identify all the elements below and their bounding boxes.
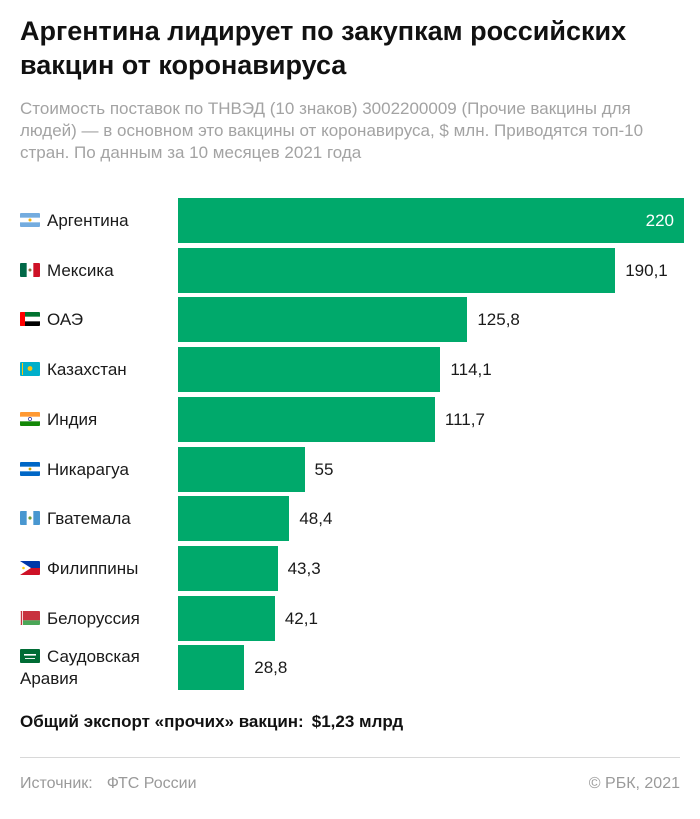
category-name: Филиппины bbox=[47, 559, 139, 578]
flag-nicaragua-icon bbox=[20, 462, 40, 476]
category-name: Казахстан bbox=[47, 360, 127, 379]
value-label: 42,1 bbox=[284, 609, 318, 628]
flag-guatemala-icon bbox=[20, 511, 40, 525]
bar bbox=[178, 248, 616, 293]
chart-subtitle: Стоимость поставок по ТНВЭД (10 знаков) … bbox=[20, 99, 644, 162]
flag-uae-icon bbox=[20, 312, 40, 326]
category-name: Белоруссия bbox=[47, 609, 140, 628]
value-label: 114,1 bbox=[450, 360, 492, 379]
flag-saudi-arabia-icon bbox=[20, 649, 40, 663]
value-label: 48,4 bbox=[299, 509, 333, 528]
flag-belarus-icon bbox=[20, 611, 40, 625]
flag-argentina-icon bbox=[20, 213, 40, 227]
chart-title: Аргентина лидирует по закупкам российски… bbox=[20, 16, 627, 80]
total-export-label: Общий экспорт «прочих» вакцин: bbox=[20, 712, 304, 731]
chart-row: Казахстан 114,1 bbox=[0, 347, 700, 397]
category-label: Филиппины bbox=[20, 558, 170, 580]
chart-row: ОАЭ 125,8 bbox=[0, 297, 700, 347]
value-label: 55 bbox=[314, 460, 334, 479]
bar bbox=[178, 297, 468, 342]
chart-row: Никарагуа 55 bbox=[0, 447, 700, 497]
total-export-value: $1,23 млрд bbox=[311, 712, 404, 731]
source-label: Источник: bbox=[20, 775, 93, 792]
category-name: Никарагуа bbox=[47, 460, 129, 479]
category-label: Гватемала bbox=[20, 508, 170, 530]
source-value: ФТС России bbox=[106, 775, 197, 792]
bar-chart: Аргентина 220 Мексика 190,1 ОАЭ 125,8 Казахста… bbox=[0, 198, 700, 698]
bar bbox=[178, 397, 435, 442]
bar bbox=[178, 546, 278, 591]
bar bbox=[178, 198, 684, 243]
category-label: Саудовская Аравия bbox=[20, 646, 170, 690]
value-label: 28,8 bbox=[254, 658, 288, 677]
category-name: Гватемала bbox=[47, 509, 131, 528]
category-name: Аргентина bbox=[47, 211, 129, 230]
value-label: 43,3 bbox=[287, 559, 321, 578]
category-label: Казахстан bbox=[20, 359, 170, 381]
value-label: 111,7 bbox=[444, 410, 485, 429]
copyright: © РБК, 2021 bbox=[588, 775, 680, 792]
value-label: 125,8 bbox=[477, 310, 520, 329]
source: Источник: ФТС России bbox=[20, 775, 197, 793]
flag-mexico-icon bbox=[20, 263, 40, 277]
category-name: Индия bbox=[47, 410, 98, 429]
chart-row: Филиппины 43,3 bbox=[0, 546, 700, 596]
chart-row: Индия 111,7 bbox=[0, 397, 700, 447]
total-export: Общий экспорт «прочих» вакцин: $1,23 млрд bbox=[20, 712, 403, 732]
bar bbox=[178, 496, 290, 541]
footer-divider bbox=[20, 757, 680, 758]
chart-row: Гватемала 48,4 bbox=[0, 496, 700, 546]
flag-india-icon bbox=[20, 412, 40, 426]
bar bbox=[178, 447, 305, 492]
bar bbox=[178, 347, 441, 392]
category-name: Мексика bbox=[47, 261, 114, 280]
category-label: Индия bbox=[20, 409, 170, 431]
category-label: Белоруссия bbox=[20, 608, 170, 630]
bar bbox=[178, 645, 245, 690]
category-name: Саудовская Аравия bbox=[20, 647, 140, 688]
value-label: 220 bbox=[645, 211, 674, 230]
category-name: ОАЭ bbox=[47, 310, 84, 329]
chart-row: Мексика 190,1 bbox=[0, 248, 700, 298]
bar bbox=[178, 596, 275, 641]
flag-philippines-icon bbox=[20, 561, 40, 575]
chart-row: Саудовская Аравия 28,8 bbox=[0, 645, 700, 695]
chart-row: Белоруссия 42,1 bbox=[0, 596, 700, 646]
category-label: ОАЭ bbox=[20, 309, 170, 331]
category-label: Аргентина bbox=[20, 210, 170, 232]
flag-kazakhstan-icon bbox=[20, 362, 40, 376]
value-label: 190,1 bbox=[625, 261, 668, 280]
chart-row: Аргентина 220 bbox=[0, 198, 700, 248]
category-label: Никарагуа bbox=[20, 459, 170, 481]
category-label: Мексика bbox=[20, 260, 170, 282]
